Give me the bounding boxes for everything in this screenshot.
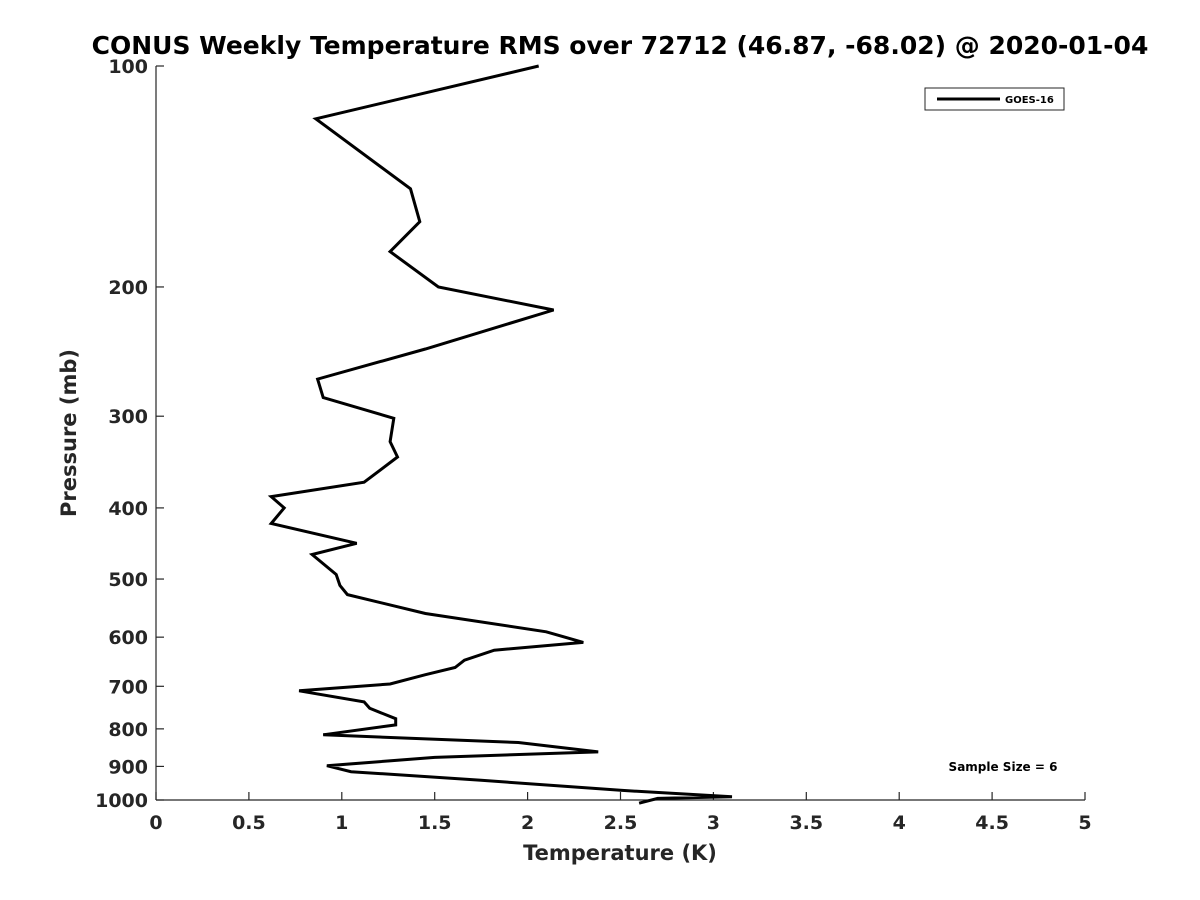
y-axis-label: Pressure (mb) [57, 349, 81, 517]
x-tick-label: 3 [707, 812, 720, 834]
y-tick-label: 300 [108, 406, 148, 428]
y-tick-label: 500 [108, 569, 148, 591]
x-tick-label: 5 [1078, 812, 1091, 834]
x-tick-label: 1 [335, 812, 348, 834]
x-tick-label: 0.5 [232, 812, 266, 834]
y-tick-label: 900 [108, 756, 148, 778]
legend: GOES-16 [924, 87, 1065, 111]
x-tick-label: 2.5 [604, 812, 638, 834]
series-line-goes-16 [267, 64, 733, 805]
chart-title: CONUS Weekly Temperature RMS over 72712 … [92, 31, 1149, 60]
x-axis-label: Temperature (K) [523, 841, 717, 865]
x-tick-label: 0 [149, 812, 162, 834]
y-tick-label: 200 [108, 277, 148, 299]
x-tick-label: 1.5 [418, 812, 452, 834]
y-tick-label: 100 [108, 56, 148, 78]
y-tick-label: 400 [108, 498, 148, 520]
annotation-sample-size: Sample Size = 6 [949, 760, 1058, 774]
y-tick-label: 600 [108, 627, 148, 649]
y-tick-label: 1000 [95, 790, 148, 812]
x-tick-label: 2 [521, 812, 534, 834]
x-tick-label: 4 [893, 812, 906, 834]
y-tick-label: 800 [108, 719, 148, 741]
y-tick-label: 700 [108, 676, 148, 698]
x-tick-label: 4.5 [975, 812, 1009, 834]
x-axis-ticks: 0 0.5 1 1.5 2 2.5 3 3.5 4 4.5 5 [149, 792, 1092, 834]
series-layer [267, 64, 733, 805]
y-axis-ticks: 100 200 300 400 500 600 700 800 900 1000 [95, 56, 164, 812]
legend-label-goes-16: GOES-16 [1005, 95, 1054, 106]
x-tick-label: 3.5 [789, 812, 823, 834]
